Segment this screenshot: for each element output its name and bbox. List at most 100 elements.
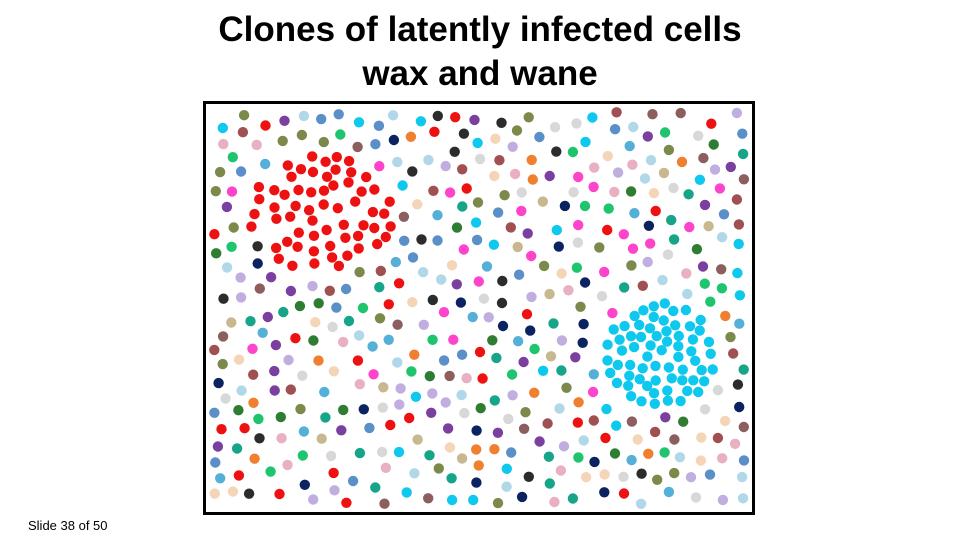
infected-cell	[456, 349, 468, 360]
infected-cell	[523, 471, 534, 482]
infected-cell	[392, 357, 403, 368]
infected-cell	[578, 435, 589, 446]
infected-cell	[699, 278, 710, 289]
infected-cell	[340, 283, 352, 295]
infected-cell	[626, 454, 637, 466]
infected-cell	[450, 112, 461, 123]
infected-cell	[468, 494, 479, 506]
infected-cell	[696, 432, 707, 443]
cyan-clone-cell	[686, 346, 697, 357]
infected-cell	[690, 492, 702, 503]
infected-cell	[433, 463, 444, 474]
infected-cell	[475, 403, 486, 414]
infected-cell	[507, 390, 518, 401]
cyan-clone-cell	[677, 375, 688, 386]
infected-cell	[731, 194, 743, 205]
cyan-clone-cell	[699, 376, 710, 387]
infected-cell	[505, 222, 516, 233]
infected-cell	[732, 267, 743, 279]
infected-cell	[383, 299, 394, 310]
infected-cell	[423, 154, 434, 166]
infected-cell	[496, 297, 508, 309]
infected-cell	[577, 337, 588, 348]
infected-cell	[718, 209, 730, 220]
cyan-clone-cell	[673, 341, 684, 352]
red-clone-cell	[282, 160, 293, 171]
infected-cell	[209, 407, 220, 418]
infected-cell	[374, 282, 385, 293]
infected-cell	[645, 155, 657, 166]
infected-cell	[248, 369, 259, 380]
infected-cell	[325, 450, 337, 462]
infected-cell	[209, 344, 220, 356]
infected-cell	[571, 262, 583, 273]
infected-cell	[588, 181, 599, 193]
infected-cell	[233, 470, 245, 481]
infected-cell	[497, 275, 508, 287]
infected-cell	[471, 444, 482, 455]
infected-cell	[329, 485, 340, 496]
infected-cell	[265, 466, 276, 477]
red-clone-cell	[379, 208, 390, 219]
infected-cell	[235, 292, 247, 303]
red-clone-cell	[385, 221, 396, 232]
cyan-clone-cell	[694, 325, 705, 336]
infected-cell	[568, 187, 579, 198]
infected-cell	[537, 365, 549, 376]
infected-cell	[385, 419, 396, 431]
infected-cell	[579, 200, 591, 212]
cyan-clone-cell	[650, 360, 661, 372]
infected-cell	[693, 130, 704, 141]
title-line-1: Clones of latently infected cells	[218, 10, 742, 49]
infected-cell	[213, 377, 224, 389]
infected-cell	[469, 114, 480, 126]
infected-cell	[212, 441, 224, 452]
cyan-clone-cell	[663, 362, 675, 373]
infected-cell	[260, 158, 271, 170]
infected-cell	[393, 278, 405, 289]
infected-cell	[556, 268, 567, 279]
infected-cell	[587, 386, 599, 398]
infected-cell	[370, 139, 381, 150]
infected-cell	[295, 403, 306, 415]
red-clone-cell	[282, 236, 293, 247]
infected-cell	[218, 138, 229, 150]
cyan-clone-cell	[656, 345, 667, 356]
cyan-clone-cell	[662, 395, 674, 406]
infected-cell	[313, 298, 324, 309]
infected-cell	[708, 139, 719, 150]
red-clone-cell	[343, 177, 354, 188]
red-clone-cell	[356, 186, 367, 197]
infected-cell	[643, 220, 655, 231]
infected-cell	[459, 407, 470, 419]
infected-cell	[652, 474, 663, 485]
infected-cell	[308, 335, 319, 346]
infected-cell	[487, 335, 498, 346]
infected-cell	[472, 197, 484, 208]
infected-cell	[668, 234, 680, 245]
infected-cell	[694, 174, 706, 185]
infected-cell	[467, 311, 478, 323]
red-clone-cell	[269, 202, 280, 213]
infected-cell	[612, 167, 624, 178]
infected-cell	[226, 186, 238, 197]
infected-cell	[734, 290, 746, 301]
infected-cell	[512, 241, 523, 253]
infected-cell	[650, 205, 661, 217]
infected-cell	[705, 296, 716, 307]
infected-cell	[367, 341, 378, 352]
infected-cell	[527, 174, 538, 185]
infected-cell	[516, 205, 527, 217]
red-clone-cell	[328, 180, 339, 191]
cyan-clone-cell	[624, 370, 635, 381]
cyan-clone-cell	[605, 367, 616, 379]
cyan-clone-cell	[677, 364, 688, 375]
infected-cell	[412, 434, 423, 445]
infected-cell	[237, 127, 249, 138]
infected-cell	[716, 283, 728, 294]
infected-cell	[492, 497, 504, 509]
infected-cell	[307, 280, 318, 292]
infected-cell	[660, 412, 671, 423]
infected-cell	[275, 411, 286, 423]
red-clone-cell	[321, 171, 333, 182]
